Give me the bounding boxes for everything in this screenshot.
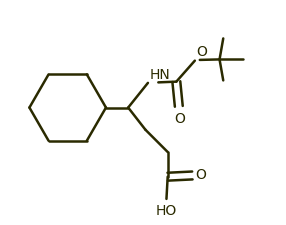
Text: HN: HN bbox=[149, 68, 170, 82]
Text: O: O bbox=[195, 169, 206, 182]
Text: O: O bbox=[174, 112, 186, 126]
Text: O: O bbox=[196, 45, 207, 59]
Text: HO: HO bbox=[156, 204, 177, 218]
